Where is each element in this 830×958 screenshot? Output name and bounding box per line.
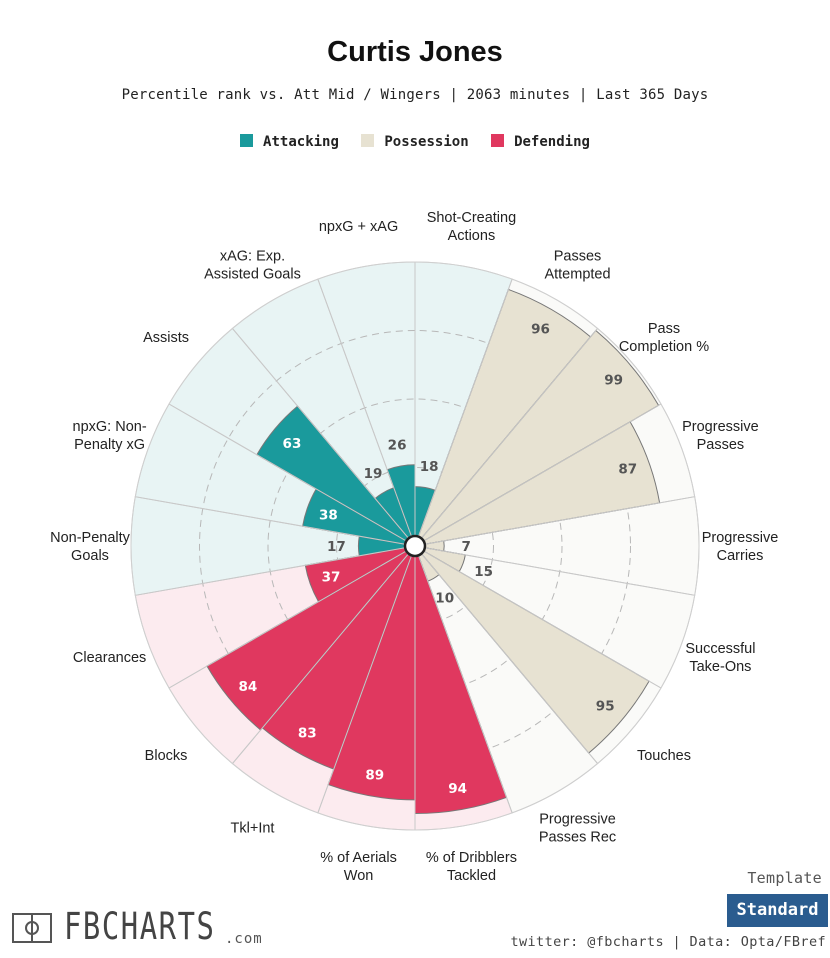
value-label-blocks: 84 — [238, 679, 257, 695]
sector-divider — [414, 403, 662, 547]
sector-divider — [414, 545, 598, 764]
sector-divider — [414, 496, 695, 547]
value-label-touches: 95 — [596, 699, 615, 715]
sector-divider — [317, 545, 416, 814]
value-label-progressive-passes-rec: 10 — [435, 590, 454, 606]
sector-divider — [414, 278, 513, 547]
axis-label-progressive-passes: Progressive Passes — [682, 419, 759, 453]
value-label-shot-creating-actions: 18 — [420, 459, 439, 475]
axis-label-tkl-int: Tkl+Int — [231, 820, 275, 836]
sector-divider — [414, 545, 695, 596]
value-label-of-dribblers-tackled: 94 — [448, 781, 467, 797]
value-label-assists: 63 — [283, 436, 302, 452]
value-label-npxg-non-penalty-xg: 38 — [319, 507, 338, 523]
sector-divider — [317, 278, 416, 547]
axis-label-clearances: Clearances — [73, 650, 146, 666]
value-bars — [206, 288, 661, 815]
sector-divider — [135, 496, 416, 547]
value-label-pass-completion: 99 — [604, 372, 623, 388]
value-label-xag-exp-assisted-goals: 19 — [364, 466, 383, 482]
sector-divider — [135, 545, 416, 596]
legend-label-possession: Possession — [384, 134, 469, 150]
axis-label-passes-attempted: Passes Attempted — [544, 249, 610, 283]
sector-divider — [232, 545, 416, 764]
axis-label-of-aerials-won: % of Aerials Won — [320, 850, 397, 884]
value-label-non-penalty-goals: 17 — [327, 539, 346, 555]
sector-divider — [168, 403, 416, 547]
chart-title: Curtis Jones — [327, 36, 503, 68]
axis-label-progressive-carries: Progressive Carries — [702, 530, 779, 564]
axis-label-npxg-non-penalty-xg: npxG: Non-Penalty xG — [73, 419, 147, 453]
legend-label-attacking: Attacking — [263, 134, 339, 150]
logo-suffix: .com — [225, 931, 263, 947]
legend-swatch-attacking — [240, 134, 254, 147]
sector-divider — [168, 545, 416, 689]
axis-label-non-penalty-goals: Non-Penalty Goals — [50, 530, 131, 564]
legend-swatch-defending — [491, 134, 505, 147]
outer-ring — [130, 261, 700, 831]
legend-item-attacking: Attacking — [240, 134, 339, 150]
legend-label-defending: Defending — [514, 134, 590, 150]
legend-item-possession: Possession — [361, 134, 469, 150]
sector-divider — [414, 328, 598, 547]
axis-label-successful-take-ons: Successful Take-Ons — [685, 641, 755, 675]
value-label-progressive-passes: 87 — [618, 462, 637, 478]
value-label-clearances: 37 — [322, 570, 341, 586]
value-label-of-aerials-won: 89 — [365, 767, 384, 783]
value-label-progressive-carries: 7 — [461, 539, 470, 555]
value-label-tkl-int: 83 — [298, 726, 317, 742]
template-badge[interactable]: Standard — [727, 894, 828, 927]
axis-label-pass-completion: Pass Completion % — [619, 321, 709, 355]
axis-label-blocks: Blocks — [145, 748, 188, 764]
legend-swatch-possession — [361, 134, 375, 147]
chart-subtitle: Percentile rank vs. Att Mid / Wingers | … — [121, 87, 709, 103]
axis-label-progressive-passes-rec: Progressive Passes Rec — [539, 811, 616, 845]
value-label-passes-attempted: 96 — [531, 322, 550, 338]
sector-divider — [232, 328, 416, 547]
legend: Attacking Possession Defending — [0, 134, 830, 150]
value-label-npxg-xag: 26 — [388, 437, 407, 453]
value-label-successful-take-ons: 15 — [474, 564, 493, 580]
center-hole — [403, 534, 427, 558]
axis-label-of-dribblers-tackled: % of Dribblers Tackled — [426, 850, 517, 884]
axis-label-shot-creating-actions: Shot-Creating Actions — [427, 210, 516, 244]
axis-labels: Shot-Creating Actions Passes Attempted Pass C… — [50, 210, 778, 884]
sector-divider — [414, 545, 513, 814]
pitch-icon — [12, 913, 52, 943]
template-label: Template — [747, 869, 822, 887]
sector-divider — [414, 545, 662, 689]
credits: twitter: @fbcharts | Data: Opta/FBref — [510, 934, 826, 950]
legend-item-defending: Defending — [491, 134, 590, 150]
sector-dividers — [130, 261, 700, 831]
logo-text: FBCHARTS — [64, 905, 216, 948]
axis-label-assists: Assists — [143, 330, 189, 346]
axis-label-npxg-xag: npxG + xAG — [319, 219, 398, 235]
axis-label-touches: Touches — [637, 748, 691, 764]
axis-label-xag-exp-assisted-goals: xAG: Exp. Assisted Goals — [204, 249, 301, 283]
value-labels: 18 96 99 87 715 95 10 94 89 83 84 37 17 38 63 19 26 — [238, 322, 637, 797]
